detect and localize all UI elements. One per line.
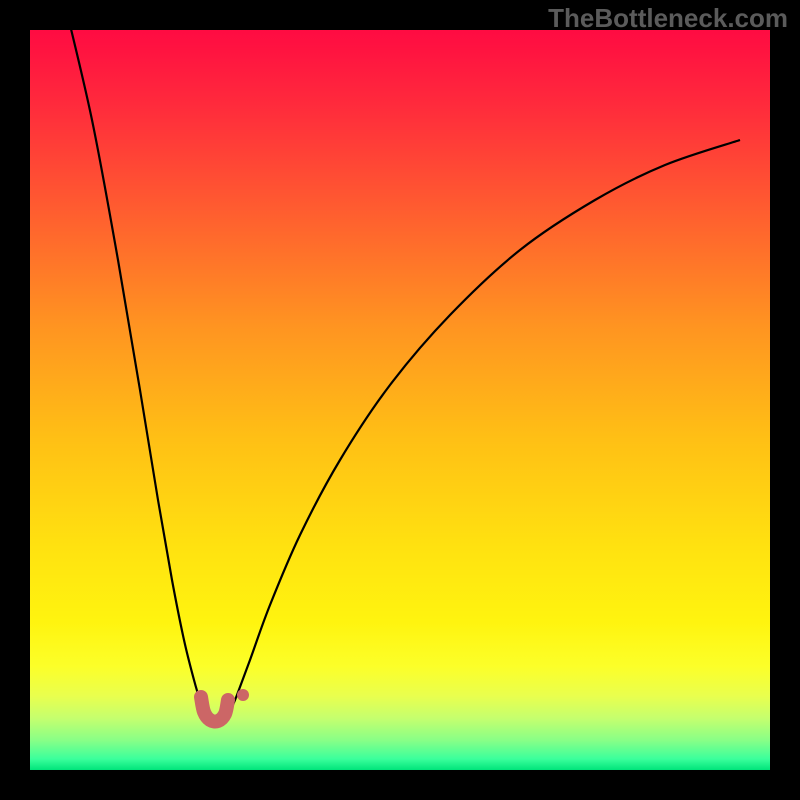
chart-svg	[0, 0, 800, 800]
chart-frame: TheBottleneck.com	[0, 0, 800, 800]
watermark-text: TheBottleneck.com	[548, 3, 788, 34]
valley-dot-marker	[237, 689, 249, 701]
